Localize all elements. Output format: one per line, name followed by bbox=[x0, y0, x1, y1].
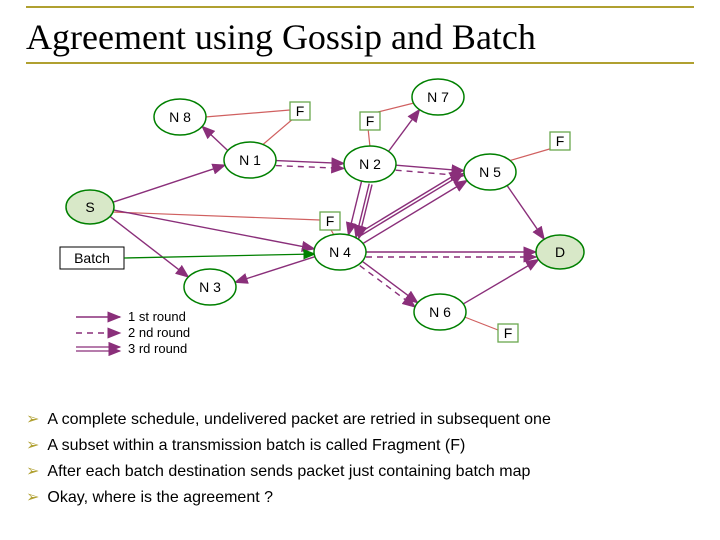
svg-text:F: F bbox=[504, 325, 513, 341]
svg-text:N 4: N 4 bbox=[329, 244, 351, 260]
svg-text:N 2: N 2 bbox=[359, 156, 381, 172]
svg-text:N 5: N 5 bbox=[479, 164, 501, 180]
svg-text:F: F bbox=[366, 113, 375, 129]
bullet-row: ➢ A subset within a transmission batch i… bbox=[26, 436, 700, 456]
svg-text:3 rd round: 3 rd round bbox=[128, 341, 187, 356]
top-rule bbox=[26, 6, 694, 8]
svg-text:F: F bbox=[296, 103, 305, 119]
svg-text:F: F bbox=[556, 133, 565, 149]
svg-text:D: D bbox=[555, 244, 565, 260]
bullet-marker: ➢ bbox=[26, 410, 39, 430]
diagram: Batch N 8 N 1 N 7 N 2 N 5 N 4 N 6 N 3 S D F F F F F 1… bbox=[0, 72, 720, 392]
svg-text:N 7: N 7 bbox=[427, 89, 449, 105]
svg-text:N 3: N 3 bbox=[199, 279, 221, 295]
svg-text:Batch: Batch bbox=[74, 250, 110, 266]
bullet-marker: ➢ bbox=[26, 462, 39, 482]
bullet-text: After each batch destination sends packe… bbox=[47, 462, 530, 482]
nodes-group: N 8 N 1 N 7 N 2 N 5 N 4 N 6 N 3 S D bbox=[66, 79, 584, 330]
bullet-marker: ➢ bbox=[26, 436, 39, 456]
batch-group: Batch bbox=[60, 247, 315, 269]
svg-text:N 8: N 8 bbox=[169, 109, 191, 125]
svg-text:2 nd round: 2 nd round bbox=[128, 325, 190, 340]
bottom-rule bbox=[26, 62, 694, 64]
svg-text:N 1: N 1 bbox=[239, 152, 261, 168]
slide: Agreement using Gossip and Batch Batch bbox=[0, 0, 720, 540]
bullet-text: A subset within a transmission batch is … bbox=[47, 436, 465, 456]
bullet-row: ➢ After each batch destination sends pac… bbox=[26, 462, 700, 482]
legend-group: 1 st round2 nd round3 rd round bbox=[76, 309, 190, 356]
svg-text:F: F bbox=[326, 213, 335, 229]
bullets-list: ➢ A complete schedule, undelivered packe… bbox=[26, 410, 700, 514]
svg-text:N 6: N 6 bbox=[429, 304, 451, 320]
slide-title: Agreement using Gossip and Batch bbox=[26, 16, 536, 58]
bullet-text: Okay, where is the agreement ? bbox=[47, 488, 273, 508]
bullet-row: ➢ Okay, where is the agreement ? bbox=[26, 488, 700, 508]
svg-text:S: S bbox=[85, 199, 94, 215]
edges-round1 bbox=[110, 110, 544, 304]
network-svg: Batch N 8 N 1 N 7 N 2 N 5 N 4 N 6 N 3 S D F F F F F 1… bbox=[0, 72, 720, 392]
bullet-marker: ➢ bbox=[26, 488, 39, 508]
svg-text:1 st round: 1 st round bbox=[128, 309, 186, 324]
bullet-row: ➢ A complete schedule, undelivered packe… bbox=[26, 410, 700, 430]
bullet-text: A complete schedule, undelivered packet … bbox=[47, 410, 550, 430]
